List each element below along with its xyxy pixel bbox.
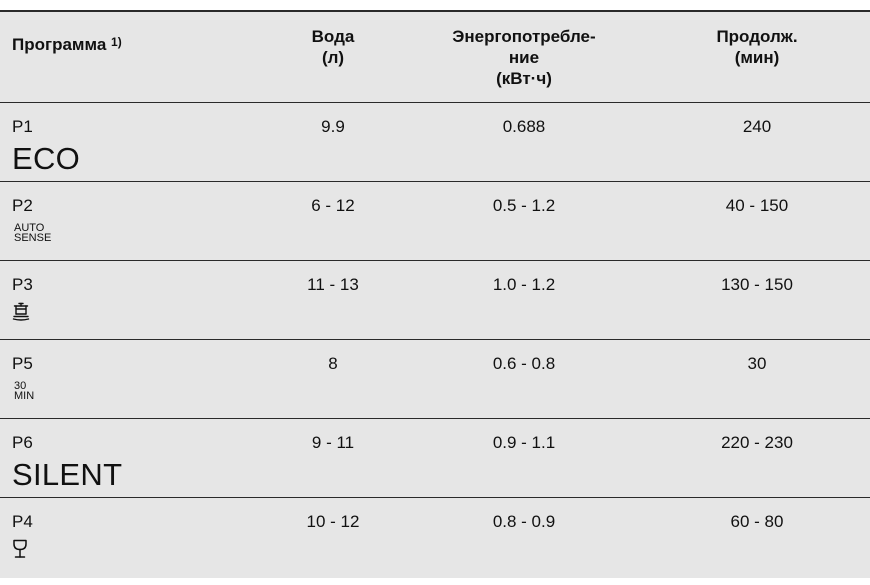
program-code: P6	[12, 433, 33, 452]
duration-value: 220 - 230	[721, 433, 793, 452]
program-symbol: SILENT	[12, 457, 123, 492]
header-duration: Продолж. (мин)	[644, 12, 870, 68]
table-row: P1 ECO 9.9 0.688 240	[0, 103, 870, 182]
program-symbol-line: MIN	[14, 390, 35, 402]
duration-value: 40 - 150	[725, 196, 789, 215]
table-row: P6 SILENT 9 - 11 0.9 - 1.1 220 - 230	[0, 419, 870, 498]
program-code: P4	[12, 512, 33, 531]
header-energy-label-2: ние	[508, 48, 540, 67]
program-symbol: ECO	[12, 141, 81, 176]
energy-value: 0.6 - 0.8	[492, 354, 556, 373]
program-symbol-line: 30	[14, 380, 27, 392]
energy-value: 0.5 - 1.2	[492, 196, 556, 215]
header-energy: Энергопотребле- ние (кВт·ч)	[404, 12, 644, 89]
water-value: 8	[328, 354, 338, 373]
program-cell: P1 ECO	[12, 103, 262, 175]
duration-value: 130 - 150	[721, 275, 793, 294]
program-cell: P5 30 MIN	[12, 340, 262, 402]
header-duration-label: Продолж.	[716, 27, 798, 46]
wine-glass-icon	[13, 539, 27, 558]
duration-value: 240	[742, 117, 772, 136]
program-table: Программа 1) Вода (л) Энергопотребле- ни…	[0, 10, 870, 578]
water-value: 9.9	[321, 117, 345, 136]
program-cell: P4	[12, 498, 262, 559]
pots-icon	[12, 302, 30, 321]
duration-value: 60 - 80	[730, 512, 784, 531]
energy-value: 0.9 - 1.1	[492, 433, 556, 452]
program-symbol-line: SENSE	[14, 232, 52, 244]
energy-value: 0.688	[502, 117, 546, 136]
table-row: P3 11 - 13 1.0 - 1.2 130 - 150	[0, 261, 870, 340]
header-energy-unit: (кВт·ч)	[496, 69, 552, 88]
water-value: 6 - 12	[311, 196, 355, 215]
header-duration-unit: (мин)	[734, 48, 780, 67]
program-code: P2	[12, 196, 33, 215]
header-program-label: Программа	[12, 35, 107, 54]
header-water-unit: (л)	[321, 48, 345, 67]
program-symbol: 30 MIN	[12, 380, 262, 402]
table-row: P2 AUTO SENSE 6 - 12 0.5 - 1.2 40 - 150	[0, 182, 870, 261]
table-row: P5 30 MIN 8 0.6 - 0.8 30	[0, 340, 870, 419]
header-program: Программа 1)	[12, 12, 262, 55]
table-row: P4 10 - 12 0.8 - 0.9 60 - 80	[0, 498, 870, 578]
header-energy-label-1: Энергопотребле-	[452, 27, 596, 46]
water-value: 11 - 13	[307, 275, 359, 294]
program-code: P3	[12, 275, 33, 294]
duration-value: 30	[747, 354, 767, 373]
energy-value: 0.8 - 0.9	[492, 512, 556, 531]
water-value: 9 - 11	[311, 433, 355, 452]
program-cell: P3	[12, 261, 262, 321]
header-water: Вода (л)	[262, 12, 404, 68]
program-code: P1	[12, 117, 33, 136]
program-cell: P2 AUTO SENSE	[12, 182, 262, 244]
program-symbol: AUTO SENSE	[12, 222, 262, 244]
footnote-mark: 1)	[111, 35, 122, 49]
header-water-label: Вода	[311, 27, 355, 46]
program-code: P5	[12, 354, 33, 373]
program-symbol-line: AUTO	[14, 222, 45, 234]
water-value: 10 - 12	[306, 512, 360, 531]
program-cell: P6 SILENT	[12, 419, 262, 491]
energy-value: 1.0 - 1.2	[492, 275, 556, 294]
table-header: Программа 1) Вода (л) Энергопотребле- ни…	[0, 10, 870, 103]
